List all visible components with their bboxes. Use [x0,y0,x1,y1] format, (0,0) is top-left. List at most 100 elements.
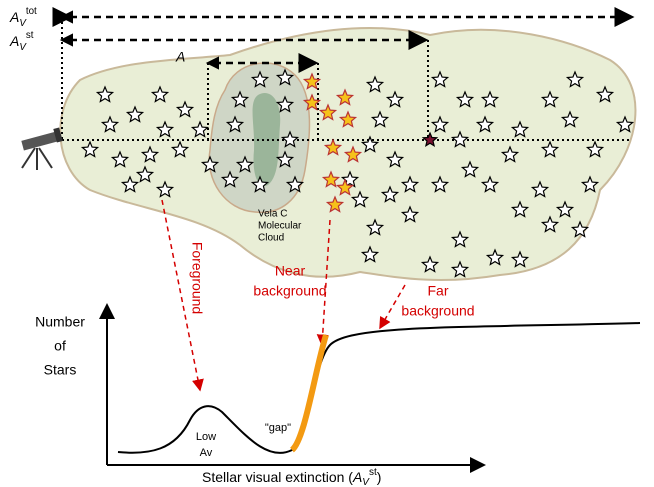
x-label-sup: st [369,467,377,478]
star [450,260,470,278]
star [430,175,450,193]
star [510,200,530,218]
star [275,95,295,113]
graph [99,303,641,473]
star [380,185,400,203]
star-near [338,110,358,128]
star [100,115,120,133]
star-near [302,93,322,111]
near-label: Near [275,263,306,279]
star [225,115,245,133]
star-near [325,195,345,213]
star [595,85,615,103]
star [430,70,450,88]
x-label-text: Stellar visual extinction ( [202,469,353,485]
star [385,150,405,168]
x-label-sub: V [362,477,370,487]
star-near [343,145,363,163]
symbol-sub: V [19,18,27,29]
foreground-label: Foreground [189,242,205,314]
star [155,120,175,138]
star [480,90,500,108]
star [530,180,550,198]
star-near [323,138,343,156]
star [430,115,450,133]
star [560,110,580,128]
star [285,175,305,193]
star [480,175,500,193]
x-axis-label: Stellar visual extinction (AVst) [202,467,381,487]
star [80,140,100,158]
star [220,170,240,188]
gap-label: "gap" [265,422,291,434]
star [510,250,530,268]
star [275,68,295,86]
symbol-base: A [9,9,19,25]
y-axis-label: Stars [44,362,77,378]
star [450,130,470,148]
star [565,70,585,88]
star-near [335,88,355,106]
star [95,85,115,103]
star [365,75,385,93]
star [275,150,295,168]
star [475,115,495,133]
y-axis-label: of [54,338,66,354]
star-near [302,72,322,90]
star [555,200,575,218]
star [400,205,420,223]
star [140,145,160,163]
star [385,90,405,108]
symbol-sub: V [19,42,27,53]
star [370,110,390,128]
star [540,90,560,108]
star [365,218,385,236]
cloud-core [252,93,281,186]
symbol-sup: tot [26,6,37,17]
star [235,155,255,173]
star [250,175,270,193]
star [230,90,250,108]
star [570,220,590,238]
star [110,150,130,168]
star [175,100,195,118]
symbol-label: AVtot [9,6,37,29]
star [455,90,475,108]
low-av-label: Low [196,431,216,443]
star [420,255,440,273]
cloud-label: Molecular [258,221,302,232]
star [120,175,140,193]
y-axis-label: Number [35,314,85,330]
cloud-label: Vela C [258,209,287,220]
star-near [321,170,341,188]
star-target [421,131,439,147]
star-near [335,178,355,196]
star [125,105,145,123]
extent-arrows [52,7,635,73]
star [150,85,170,103]
symbol-sup: st [26,30,34,41]
star-near [318,103,338,121]
star [400,175,420,193]
star [190,120,210,138]
low-av-label: Av [200,447,213,459]
star [460,160,480,178]
star [500,145,520,163]
symbol-label: AVst [9,30,34,53]
a-label: A [175,49,185,65]
star [585,140,605,158]
stars [80,68,635,278]
star [615,115,635,133]
dotted-guides [61,17,632,141]
near-label: background [253,283,326,299]
star [135,165,155,183]
star [450,230,470,248]
star [540,215,560,233]
far-label: Far [428,283,449,299]
star [250,70,270,88]
star [580,175,600,193]
star [350,190,370,208]
star [360,245,380,263]
